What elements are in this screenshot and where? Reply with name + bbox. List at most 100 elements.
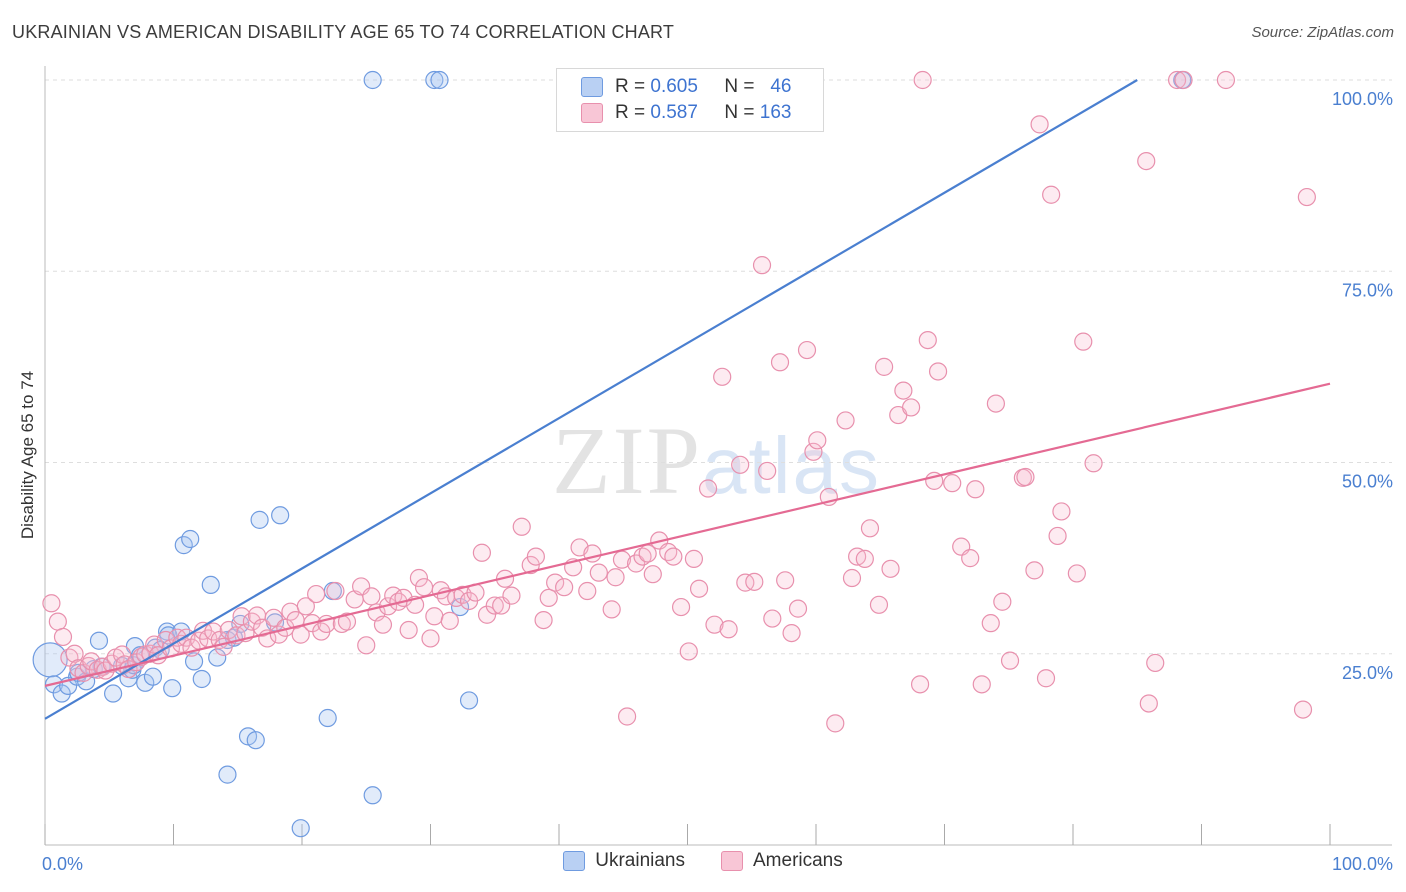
americans-point [808, 431, 827, 450]
legend-label-americans: Americans [753, 850, 843, 871]
ukrainians-point [208, 648, 227, 667]
americans-point [1042, 185, 1061, 204]
americans-point [731, 455, 750, 474]
americans-point [307, 584, 326, 604]
americans-point [643, 565, 662, 584]
ukrainians-point [291, 819, 310, 838]
americans-point [894, 381, 913, 400]
americans-point [842, 568, 862, 588]
americans-point [626, 554, 646, 573]
americans-point [326, 581, 345, 601]
legend-swatch-ukrainians [581, 77, 603, 97]
ukrainians-point [430, 70, 449, 90]
americans-point [928, 362, 948, 381]
americans-point [337, 612, 357, 631]
ukrainians-point [318, 708, 337, 728]
americans-point [1074, 332, 1093, 351]
americans-point [705, 615, 724, 634]
americans-point [357, 636, 376, 655]
americans-point [1137, 151, 1156, 171]
americans-point [1293, 700, 1313, 719]
source-label: Source: ZipAtlas.com [1251, 24, 1394, 41]
americans-point [689, 579, 709, 598]
americans-point [602, 600, 621, 619]
americans-point [1025, 561, 1044, 580]
americans-point [578, 581, 597, 601]
americans-point [526, 547, 545, 566]
ukrainians-point [104, 684, 123, 703]
legend-r-value: 0.587 [650, 102, 698, 123]
ukrainians-point [363, 70, 382, 90]
americans-point [713, 367, 732, 386]
americans-point [253, 618, 272, 637]
americans-point [633, 547, 652, 566]
americans-point [684, 549, 704, 568]
americans-point [539, 588, 558, 608]
ukrainians-point [425, 70, 444, 90]
legend-n-value: 46 [770, 76, 792, 97]
americans-point [512, 517, 531, 536]
watermark-zip: ZIP [552, 407, 702, 514]
americans-trend-line [44, 382, 1331, 687]
americans-point [679, 642, 698, 661]
legend-row-ukrainians: R = 0.605 N = 46 [581, 75, 791, 99]
legend-item-ukrainians[interactable]: Ukrainians [563, 850, 685, 872]
y-tick-label: 50.0% [1342, 472, 1393, 492]
americans-point [782, 623, 801, 643]
americans-point [53, 627, 73, 647]
americans-point [752, 256, 772, 275]
americans-point [485, 596, 504, 615]
americans-point [296, 597, 315, 616]
ukrainians-point [459, 691, 479, 710]
ukrainians-point [89, 631, 109, 650]
americans-point [42, 594, 61, 613]
legend-item-americans[interactable]: Americans [721, 850, 843, 872]
americans-point [1067, 564, 1086, 583]
americans-point [1036, 669, 1056, 688]
americans-point [373, 615, 393, 634]
americans-point [606, 568, 625, 587]
americans-point [1139, 694, 1158, 713]
ukrainians-point [184, 652, 204, 671]
legend-swatch-ukrainians [563, 851, 586, 871]
americans-point [362, 587, 381, 606]
americans-point [788, 599, 808, 618]
ukrainians-point [192, 669, 211, 689]
americans-point [399, 620, 418, 640]
legend-swatch-americans [721, 851, 743, 871]
americans-point [65, 644, 84, 663]
americans-point [502, 586, 521, 605]
americans-point [763, 609, 782, 628]
legend-n-label: N = [724, 76, 755, 97]
americans-point [1048, 526, 1067, 546]
ukrainians-point [271, 506, 290, 525]
ukrainians-point [163, 679, 182, 698]
ukrainians-point [218, 765, 237, 784]
americans-point [881, 559, 900, 578]
americans-point [440, 611, 459, 630]
legend-n-value: 163 [759, 102, 792, 123]
americans-point [618, 707, 637, 726]
ukrainians-point [246, 731, 265, 750]
americans-point [770, 353, 790, 372]
americans-point [534, 610, 553, 630]
americans-point [421, 629, 440, 648]
americans-point [425, 607, 444, 626]
ukrainians-point [201, 575, 220, 595]
americans-point [1052, 502, 1071, 521]
americans-point [555, 578, 574, 597]
americans-point [264, 608, 283, 627]
americans-point [836, 411, 855, 430]
y-tick-label: 75.0% [1342, 280, 1393, 300]
americans-point [797, 340, 817, 360]
legend-r-label: R = [615, 76, 646, 97]
americans-point [719, 620, 738, 639]
legend-r-value: 0.605 [650, 76, 698, 97]
americans-point [804, 442, 823, 461]
americans-point [901, 398, 921, 417]
americans-point [918, 331, 937, 350]
americans-point [1297, 187, 1316, 207]
americans-point [1000, 651, 1020, 670]
series-legend: Ukrainians Americans [0, 850, 1406, 872]
